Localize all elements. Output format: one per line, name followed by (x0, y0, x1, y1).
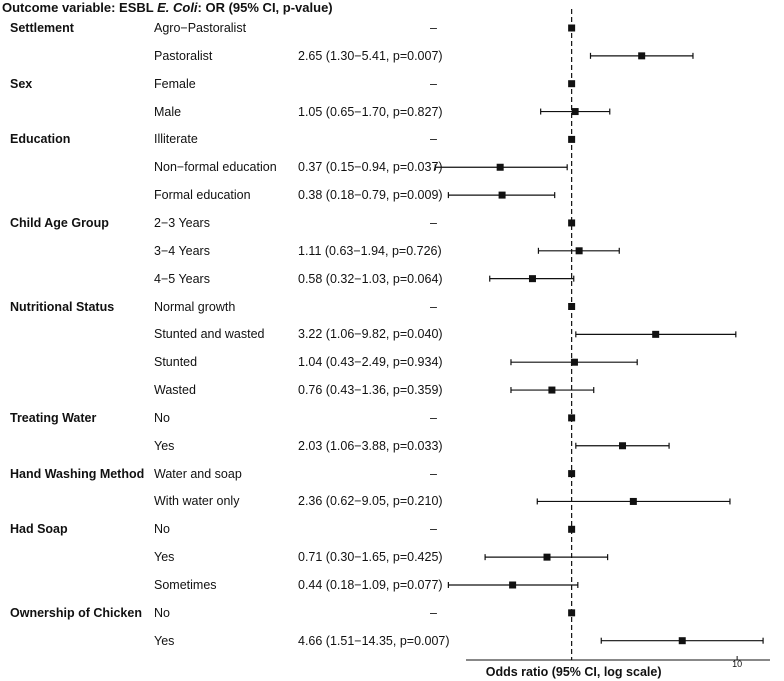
reference-dash: – (430, 299, 437, 314)
reference-dash: – (430, 76, 437, 91)
or-ci-text: 4.66 (1.51−14.35, p=0.007) (298, 633, 450, 648)
or-ci-text: 1.11 (0.63−1.94, p=0.726) (298, 243, 442, 258)
reference-dash: – (430, 522, 437, 537)
reference-dash: – (430, 132, 437, 147)
level-label: 3−4 Years (154, 243, 210, 258)
reference-point (568, 219, 576, 227)
or-ci-text: 1.05 (0.65−1.70, p=0.827) (298, 104, 443, 119)
level-label: Yes (154, 550, 175, 565)
level-label: Agro−Pastoralist (154, 21, 247, 35)
variable-label: Sex (10, 76, 33, 91)
level-label: Male (154, 104, 182, 119)
reference-point (568, 24, 576, 32)
level-label: Stunted and wasted (154, 327, 265, 342)
or-point (678, 637, 686, 645)
level-label: Normal growth (154, 299, 236, 314)
or-point (509, 581, 517, 589)
reference-point (568, 80, 576, 88)
or-ci-text: 0.38 (0.18−0.79, p=0.009) (298, 188, 443, 203)
level-label: Pastoralist (154, 48, 213, 63)
or-ci-text: 0.58 (0.32−1.03, p=0.064) (298, 271, 443, 286)
variable-label: Had Soap (10, 522, 68, 537)
or-ci-text: 1.04 (0.43−2.49, p=0.934) (298, 355, 443, 370)
variable-label: Ownership of Chicken (10, 605, 142, 620)
level-label: Illiterate (154, 132, 198, 147)
reference-dash: – (430, 466, 437, 481)
or-point (543, 553, 551, 561)
variable-label: Child Age Group (10, 215, 109, 230)
chart-title: Outcome variable: ESBL E. Coli: OR (95% … (2, 0, 333, 15)
variable-label: Hand Washing Method (10, 466, 145, 481)
or-ci-text: 3.22 (1.06−9.82, p=0.040) (298, 327, 443, 342)
or-ci-text: 0.76 (0.43−1.36, p=0.359) (298, 383, 443, 398)
level-label: No (154, 605, 170, 620)
reference-dash: – (430, 605, 437, 620)
level-label: Female (154, 76, 196, 91)
or-point (638, 52, 646, 60)
level-label: 4−5 Years (154, 271, 210, 286)
level-label: Yes (154, 633, 175, 648)
level-label: Sometimes (154, 578, 217, 592)
or-point (652, 330, 660, 338)
level-label: Stunted (154, 355, 198, 370)
or-point (528, 275, 536, 283)
level-label: Non−formal education (154, 160, 277, 175)
x-axis-label: Odds ratio (95% CI, log scale) (486, 665, 662, 679)
or-ci-text: 2.03 (1.06−3.88, p=0.033) (298, 438, 443, 453)
reference-dash: – (430, 21, 437, 35)
level-label: Formal education (154, 188, 251, 203)
reference-dash: – (430, 410, 437, 425)
or-point (619, 442, 627, 450)
or-point (571, 108, 579, 116)
variable-label: Settlement (10, 21, 74, 35)
reference-point (568, 525, 576, 533)
or-point (498, 191, 506, 199)
variable-label: Treating Water (10, 410, 97, 425)
or-point (570, 358, 578, 366)
level-label: Yes (154, 438, 175, 453)
reference-point (568, 470, 576, 478)
or-point (575, 247, 583, 255)
reference-point (568, 414, 576, 422)
or-point (548, 386, 556, 394)
reference-point (568, 609, 576, 617)
or-point (629, 497, 637, 505)
level-label: With water only (154, 494, 240, 509)
or-ci-text: 0.44 (0.18−1.09, p=0.077) (298, 578, 443, 592)
variable-label: Education (10, 132, 71, 147)
level-label: Water and soap (154, 466, 242, 481)
or-ci-text: 2.65 (1.30−5.41, p=0.007) (298, 48, 443, 63)
reference-point (568, 135, 576, 143)
level-label: No (154, 410, 170, 425)
reference-point (568, 303, 576, 310)
level-label: No (154, 522, 170, 537)
or-ci-text: 0.37 (0.15−0.94, p=0.037) (298, 160, 443, 175)
or-ci-text: 0.71 (0.30−1.65, p=0.425) (298, 550, 443, 565)
level-label: 2−3 Years (154, 215, 210, 230)
or-point (496, 163, 504, 171)
variable-label: Nutritional Status (10, 299, 115, 314)
or-ci-text: 2.36 (0.62−9.05, p=0.210) (298, 494, 443, 509)
reference-dash: – (430, 215, 437, 230)
x-tick-label: 10 (732, 659, 742, 669)
level-label: Wasted (154, 383, 196, 398)
